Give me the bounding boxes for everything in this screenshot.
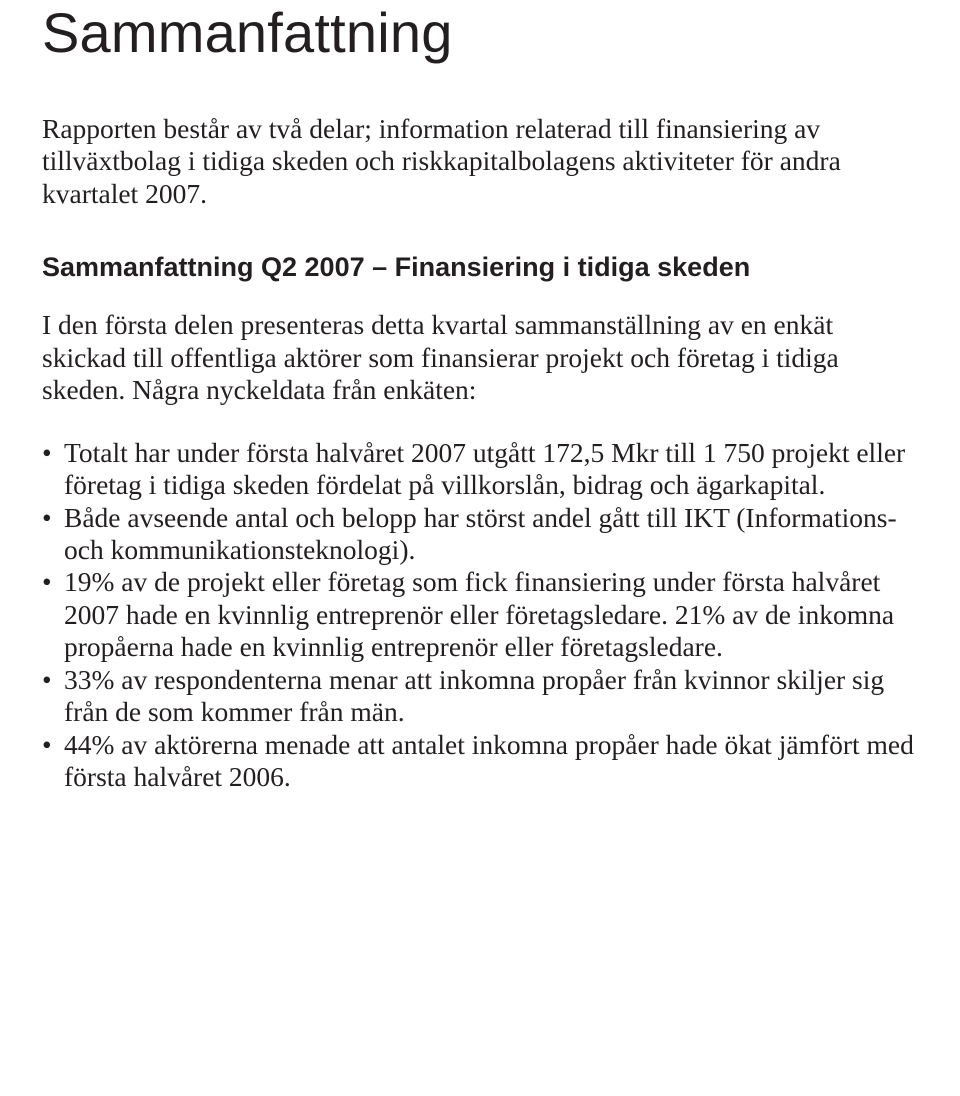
list-item: Både avseende antal och belopp har störs… <box>42 502 918 567</box>
list-item: 44% av aktörerna menade att antalet inko… <box>42 729 918 794</box>
list-item: 33% av respondenterna menar att inkomna … <box>42 664 918 729</box>
section-subheading: Sammanfattning Q2 2007 – Finansiering i … <box>42 252 918 283</box>
page-title: Sammanfattning <box>42 0 918 65</box>
body-paragraph-1: I den första delen presenteras detta kva… <box>42 309 918 406</box>
list-item: 19% av de projekt eller företag som fick… <box>42 566 918 663</box>
list-item: Totalt har under första halvåret 2007 ut… <box>42 437 918 502</box>
intro-paragraph: Rapporten består av två delar; informati… <box>42 113 918 210</box>
bullet-list: Totalt har under första halvåret 2007 ut… <box>42 437 918 794</box>
